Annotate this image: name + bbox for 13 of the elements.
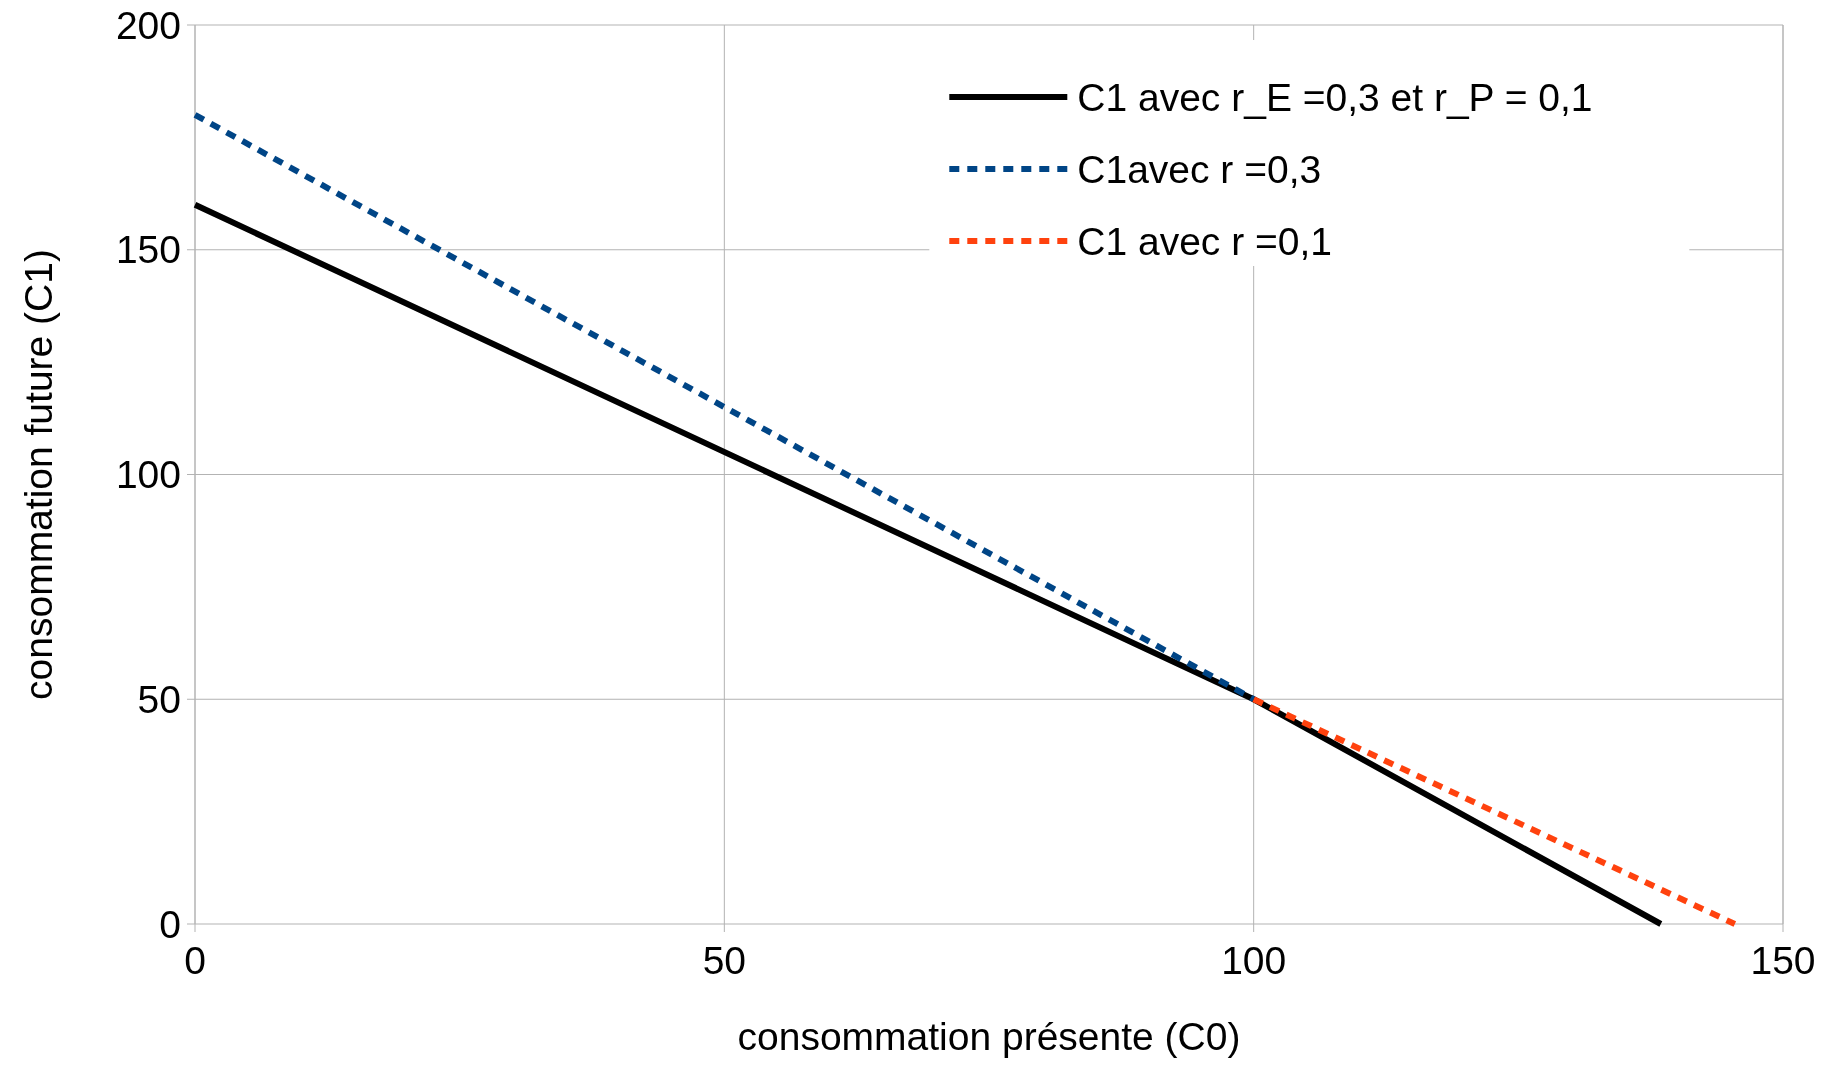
y-tick-label: 100 <box>115 453 181 497</box>
x-tick-label: 150 <box>1750 939 1816 982</box>
x-tick-label: 50 <box>702 939 747 982</box>
legend-label: C1 avec r_E =0,3 et r_P = 0,1 <box>1077 75 1593 119</box>
y-tick-label: 200 <box>115 3 181 47</box>
legend-label: C1 avec r =0,1 <box>1077 219 1333 263</box>
x-tick-label: 100 <box>1221 939 1287 982</box>
legend-label: C1avec r =0,3 <box>1077 147 1322 191</box>
y-tick-label: 0 <box>159 902 181 946</box>
y-tick-label: 50 <box>137 677 181 721</box>
x-axis-title: consommation présente (C0) <box>737 1015 1241 1058</box>
y-axis-title: consommation future (C1) <box>17 249 60 700</box>
y-tick-label: 150 <box>115 228 181 272</box>
